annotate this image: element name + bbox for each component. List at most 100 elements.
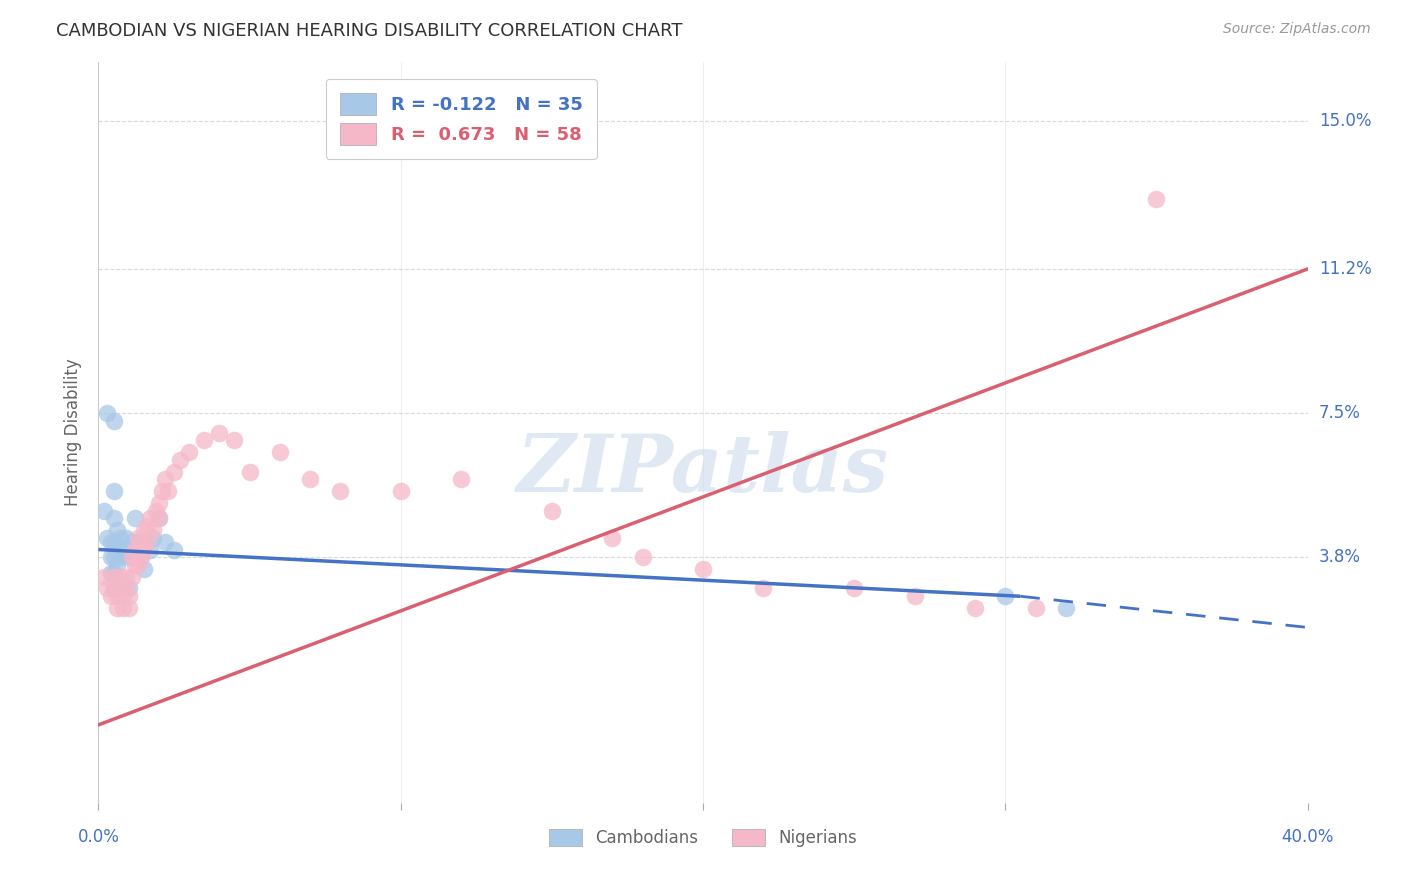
Point <box>93 503 115 517</box>
Point <box>129 534 152 549</box>
Point <box>105 542 128 557</box>
Point <box>299 472 322 486</box>
Point <box>93 570 115 584</box>
Point <box>153 534 176 549</box>
Point <box>329 484 352 499</box>
Point <box>163 542 186 557</box>
Text: 7.5%: 7.5% <box>1319 404 1361 422</box>
Point <box>602 531 624 545</box>
Point <box>103 570 125 584</box>
Point <box>103 566 125 580</box>
Point <box>163 465 186 479</box>
Point <box>540 503 562 517</box>
Point <box>105 601 128 615</box>
Point <box>844 582 866 596</box>
Point <box>114 531 136 545</box>
Point <box>114 582 136 596</box>
Point <box>100 566 122 580</box>
Point <box>118 582 141 596</box>
Point <box>148 511 170 525</box>
Point <box>148 496 170 510</box>
Point <box>692 562 714 576</box>
Point <box>129 550 152 565</box>
Point <box>631 550 654 565</box>
Point <box>124 511 146 525</box>
Point <box>111 601 134 615</box>
Point <box>239 465 262 479</box>
Point <box>153 472 176 486</box>
Point <box>100 534 122 549</box>
Legend: Cambodians, Nigerians: Cambodians, Nigerians <box>543 822 863 854</box>
Point <box>127 558 149 573</box>
Point <box>142 531 165 545</box>
Point <box>114 570 136 584</box>
Point <box>100 589 122 603</box>
Point <box>103 550 125 565</box>
Point <box>108 582 131 596</box>
Point <box>111 589 134 603</box>
Point <box>179 445 201 459</box>
Point <box>135 519 157 533</box>
Point <box>103 511 125 525</box>
Point <box>145 503 167 517</box>
Point <box>1144 192 1167 206</box>
Point <box>96 406 118 420</box>
Point <box>103 582 125 596</box>
Point <box>108 570 131 584</box>
Point <box>127 534 149 549</box>
Point <box>96 582 118 596</box>
Text: ZIPatlas: ZIPatlas <box>517 431 889 508</box>
Point <box>132 562 155 576</box>
Point <box>132 523 155 537</box>
Point <box>129 550 152 565</box>
Point <box>103 582 125 596</box>
Y-axis label: Hearing Disability: Hearing Disability <box>65 359 83 507</box>
Point <box>124 558 146 573</box>
Point <box>132 542 155 557</box>
Point <box>105 589 128 603</box>
Point <box>148 511 170 525</box>
Point <box>127 542 149 557</box>
Text: CAMBODIAN VS NIGERIAN HEARING DISABILITY CORRELATION CHART: CAMBODIAN VS NIGERIAN HEARING DISABILITY… <box>56 22 683 40</box>
Point <box>105 558 128 573</box>
Point <box>994 589 1017 603</box>
Point <box>127 531 149 545</box>
Point <box>150 484 173 499</box>
Text: Source: ZipAtlas.com: Source: ZipAtlas.com <box>1223 22 1371 37</box>
Point <box>118 601 141 615</box>
Point <box>904 589 927 603</box>
Point <box>135 534 157 549</box>
Point <box>124 542 146 557</box>
Point <box>965 601 987 615</box>
Text: 40.0%: 40.0% <box>1281 828 1334 846</box>
Point <box>142 523 165 537</box>
Point <box>111 542 134 557</box>
Point <box>169 453 191 467</box>
Point <box>450 472 472 486</box>
Text: 0.0%: 0.0% <box>77 828 120 846</box>
Point <box>108 550 131 565</box>
Point <box>105 523 128 537</box>
Point <box>121 550 143 565</box>
Point <box>103 414 125 428</box>
Point <box>118 550 141 565</box>
Point <box>135 534 157 549</box>
Point <box>108 531 131 545</box>
Point <box>208 425 231 440</box>
Point <box>1054 601 1077 615</box>
Text: 11.2%: 11.2% <box>1319 260 1371 278</box>
Point <box>139 511 162 525</box>
Point <box>139 542 162 557</box>
Point <box>752 582 775 596</box>
Point <box>224 434 246 448</box>
Point <box>193 434 215 448</box>
Text: 15.0%: 15.0% <box>1319 112 1371 130</box>
Point <box>121 534 143 549</box>
Point <box>156 484 179 499</box>
Point <box>103 484 125 499</box>
Point <box>100 550 122 565</box>
Point <box>1024 601 1046 615</box>
Point <box>389 484 412 499</box>
Point <box>269 445 291 459</box>
Point <box>103 534 125 549</box>
